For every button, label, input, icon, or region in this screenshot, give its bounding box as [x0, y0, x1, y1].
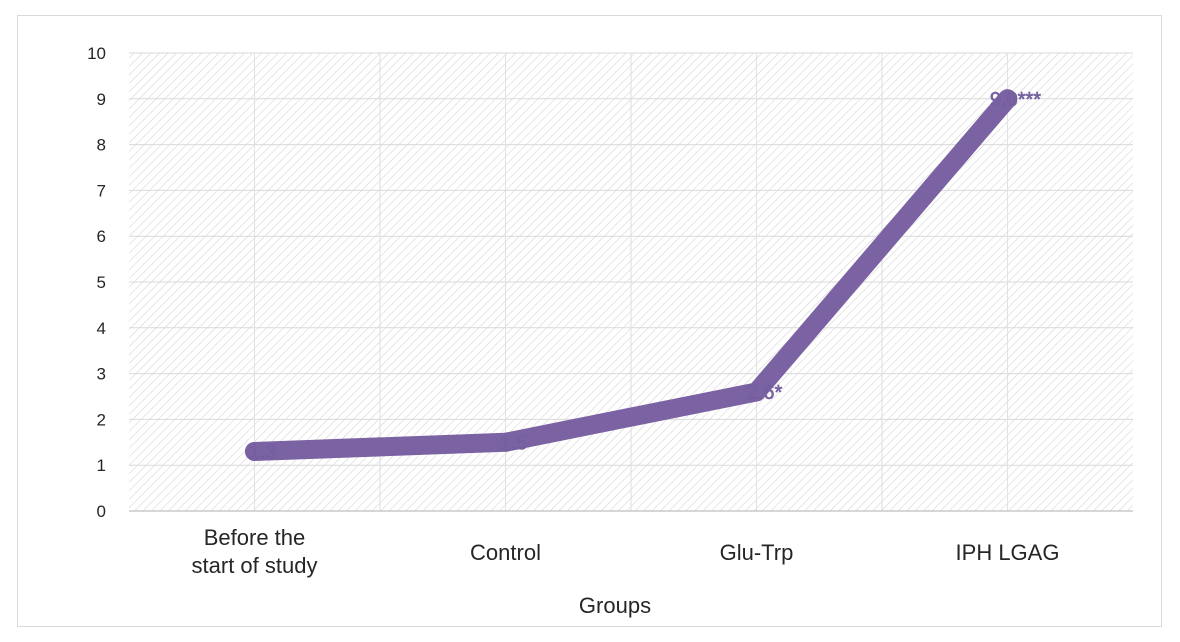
data-point [747, 382, 766, 402]
series-layer [245, 89, 1017, 461]
x-axis-title: Groups [579, 593, 651, 618]
data-label: 1.3 [249, 441, 277, 463]
y-tick-label: 7 [97, 181, 106, 200]
x-axis: Before the start of study Control Glu-Trp IP… [129, 510, 1133, 578]
data-labels: 1.3 1.5 2.6* 9.0*** [248, 89, 1041, 464]
data-label: 2.6* [747, 382, 783, 404]
data-label: 9.0*** [990, 89, 1041, 111]
y-tick-label: 9 [97, 90, 106, 109]
data-point [245, 441, 264, 461]
x-tick-label: IPH LGAG [956, 540, 1060, 565]
y-tick-label: 3 [97, 365, 106, 384]
data-point [496, 432, 515, 452]
y-tick-label: 4 [97, 319, 106, 338]
x-tick-label: Control [470, 540, 541, 565]
x-tick-label: Before the start of study [192, 525, 318, 578]
x-tick-label: Glu-Trp [720, 540, 794, 565]
series-line [245, 89, 1017, 461]
y-tick-label: 1 [97, 456, 106, 475]
y-tick-label: 6 [97, 227, 106, 246]
grid-lines [129, 52, 1133, 511]
y-tick-label: 5 [97, 273, 106, 292]
y-axis: 0 1 2 3 4 5 6 7 8 9 10 [87, 44, 106, 521]
y-tick-label: 2 [97, 410, 106, 429]
y-tick-label: 8 [97, 136, 106, 155]
y-tick-label: 10 [87, 44, 106, 63]
data-point [998, 89, 1017, 109]
y-tick-label: 0 [97, 502, 106, 521]
data-label: 1.5 [500, 432, 528, 454]
